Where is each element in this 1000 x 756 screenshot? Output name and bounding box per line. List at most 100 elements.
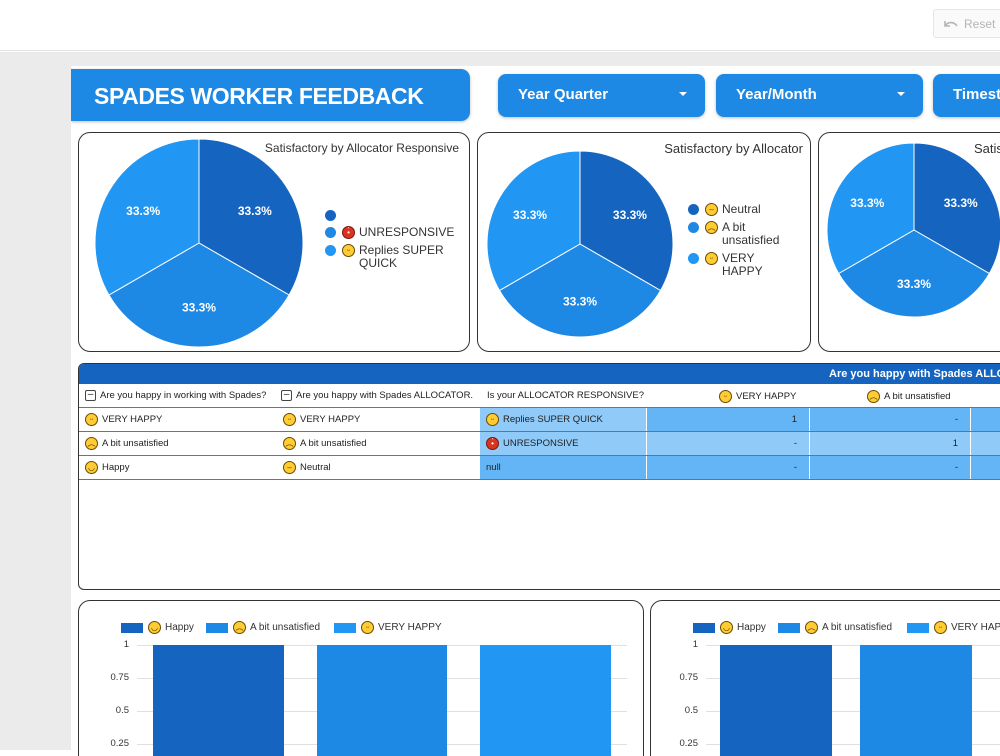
frown-face-icon: ︵: [705, 221, 718, 234]
legend-swatch: [688, 253, 699, 264]
bar[interactable]: [720, 645, 832, 756]
legend-swatch: [907, 622, 929, 633]
legend-swatch: [325, 210, 336, 221]
legend-label: A bit unsatisfied: [822, 622, 893, 633]
bar[interactable]: [480, 645, 611, 756]
cell-text: VERY HAPPY: [102, 414, 163, 425]
y-tick-label: 1: [123, 639, 129, 650]
table-row[interactable]: ︵ A bit unsatisfied ︵ A bit unsatisfied •̀…: [79, 432, 1000, 456]
grin-face-icon: ᵕ: [705, 252, 718, 265]
pie-slice-label: 33.3%: [613, 208, 647, 222]
cell-text: VERY HAPPY: [300, 414, 361, 425]
legend-item-a-bit-unsatisfied[interactable]: ︵ A bit unsatisfied: [688, 221, 798, 247]
header-label: Is your ALLOCATOR RESPONSIVE?: [487, 390, 644, 401]
legend-swatch: [693, 622, 715, 633]
cell-allocator-responsive: null: [480, 456, 646, 479]
bar-legend-item-happy[interactable]: ◡ Happy: [121, 621, 194, 634]
pie-slice[interactable]: [826, 142, 915, 275]
pie-slice[interactable]: [498, 243, 662, 338]
legend-item-replies-super-quick[interactable]: ᵕ Replies SUPER QUICK: [325, 244, 455, 270]
pie-slice[interactable]: [486, 150, 581, 292]
cell-happy-working: ︵ A bit unsatisfied: [79, 432, 279, 455]
collapse-icon[interactable]: –: [281, 390, 292, 401]
pie-card-allocator: Satisfactory by Allocator 33.3% 33.3% 33.3…: [477, 132, 811, 352]
pie-title: Satisfactory by Allocator Responsive: [264, 141, 459, 155]
bar[interactable]: [860, 645, 972, 756]
cell-very-happy-value: -: [647, 432, 809, 455]
y-tick-label: 0.75: [110, 672, 130, 683]
grin-face-icon: ᵕ: [719, 390, 732, 403]
pie-slice[interactable]: [198, 138, 304, 296]
bar-legend-item-happy[interactable]: ◡ Happy: [693, 621, 766, 634]
bar-legend-item-a-bit-unsatisfied[interactable]: ︵ A bit unsatisfied: [778, 621, 892, 634]
pivot-band-title: Are you happy with Spades ALLO: [829, 368, 1000, 380]
report-title: SPADES WORKER FEEDBACK: [94, 83, 424, 109]
pie-legend: – Neutral ︵ A bit unsatisfied ᵕ VERY HAPPY: [688, 203, 798, 283]
legend-label: A bit unsatisfied: [722, 220, 780, 247]
year-quarter-dropdown[interactable]: Year Quarter: [498, 74, 705, 117]
collapse-icon[interactable]: –: [85, 390, 96, 401]
pie-slice[interactable]: [837, 229, 991, 318]
gridline: [706, 744, 1000, 745]
report-canvas: SPADES WORKER FEEDBACK Year Quarter Year…: [71, 66, 1000, 756]
legend-item-unresponsive[interactable]: •̀ UNRESPONSIVE: [325, 226, 455, 239]
pie-slice-label: 33.3%: [850, 196, 884, 210]
frown-face-icon: ︵: [805, 621, 818, 634]
header-happy-allocator[interactable]: – Are you happy with Spades ALLOCATOR.: [281, 390, 473, 401]
bar-legend-item-a-bit-unsatisfied[interactable]: ︵ A bit unsatisfied: [206, 621, 320, 634]
cell-allocator-responsive: ᵕ Replies SUPER QUICK: [480, 408, 646, 431]
pie-slice-label: 33.3%: [513, 208, 547, 222]
cell-happy-allocator: ︵ A bit unsatisfied: [277, 432, 479, 455]
bar[interactable]: [153, 645, 284, 756]
timestamp-dropdown[interactable]: Timest: [933, 74, 1000, 117]
legend-label: VERY HAPPY: [951, 622, 1000, 633]
cell-happy-working: ◡ Happy: [79, 456, 279, 479]
header-allocator-responsive[interactable]: Is your ALLOCATOR RESPONSIVE?: [487, 390, 644, 401]
legend-label: VERY HAPPY: [722, 251, 763, 278]
year-month-dropdown[interactable]: Year/Month: [716, 74, 923, 117]
cell-a-bit-unsatisfied-value: -: [810, 456, 970, 479]
table-row[interactable]: ◡ Happy – Neutral null - -: [79, 456, 1000, 480]
grin-face-icon: ᵕ: [361, 621, 374, 634]
bar[interactable]: [316, 645, 448, 756]
pivot-column-group-header: Are you happy with Spades ALLO: [79, 364, 1000, 384]
grin-face-icon: ᵕ: [934, 621, 947, 634]
pie-card-allocator-responsive: Satisfactory by Allocator Responsive 33.…: [78, 132, 470, 352]
header-a-bit-unsatisfied[interactable]: ︵ A bit unsatisfied: [867, 390, 951, 403]
header-very-happy[interactable]: ᵕ VERY HAPPY: [719, 390, 796, 403]
pie-legend: •̀ UNRESPONSIVE ᵕ Replies SUPER QUICK: [325, 209, 455, 275]
grin-face-icon: ᵕ: [486, 413, 499, 426]
pie-slice-label: 33.3%: [182, 300, 216, 314]
legend-swatch: [778, 622, 800, 633]
pie-slice-label: 33.3%: [126, 204, 160, 218]
legend-swatch: [688, 222, 699, 233]
cell-text: Neutral: [300, 462, 331, 473]
gridline: [706, 645, 1000, 646]
neutral-face-icon: –: [705, 203, 718, 216]
pie-slice[interactable]: [579, 150, 674, 292]
year-month-label: Year/Month: [736, 86, 817, 103]
pie-slice[interactable]: [94, 138, 200, 296]
legend-item-blank[interactable]: [325, 209, 455, 221]
cell-happy-working: ᵕ VERY HAPPY: [79, 408, 279, 431]
reset-button[interactable]: Reset: [933, 9, 1000, 38]
legend-item-neutral[interactable]: – Neutral: [688, 203, 798, 216]
header-label: Are you happy in working with Spades?: [100, 390, 267, 401]
bar-legend-item-very-happy[interactable]: ᵕ VERY HAPPY: [334, 621, 442, 634]
legend-label: A bit unsatisfied: [250, 622, 321, 633]
gridline: [706, 711, 1000, 712]
smile-face-icon: ◡: [720, 621, 733, 634]
header-happy-working[interactable]: – Are you happy in working with Spades?: [85, 390, 266, 401]
legend-swatch: [325, 227, 336, 238]
bar-plot-area: 1 0.75 0.5 0.25: [79, 601, 643, 756]
angry-face-icon: •̀: [486, 437, 499, 450]
pie-slice[interactable]: [913, 142, 1000, 275]
legend-item-very-happy[interactable]: ᵕ VERY HAPPY: [688, 252, 798, 278]
pivot-table: Are you happy with Spades ALLO – Are you …: [78, 363, 1000, 590]
legend-label: Replies SUPER QUICK: [359, 243, 444, 270]
angry-face-icon: •̀: [342, 226, 355, 239]
bar-legend-item-very-happy[interactable]: ᵕ VERY HAPPY: [907, 621, 1000, 634]
bar-plot-area: 1 0.75 0.5 0.25: [651, 601, 1000, 756]
pie-slice-label: 33.3%: [897, 277, 931, 291]
table-row[interactable]: ᵕ VERY HAPPY ᵕ VERY HAPPY ᵕ Replies SUPER Q…: [79, 408, 1000, 432]
